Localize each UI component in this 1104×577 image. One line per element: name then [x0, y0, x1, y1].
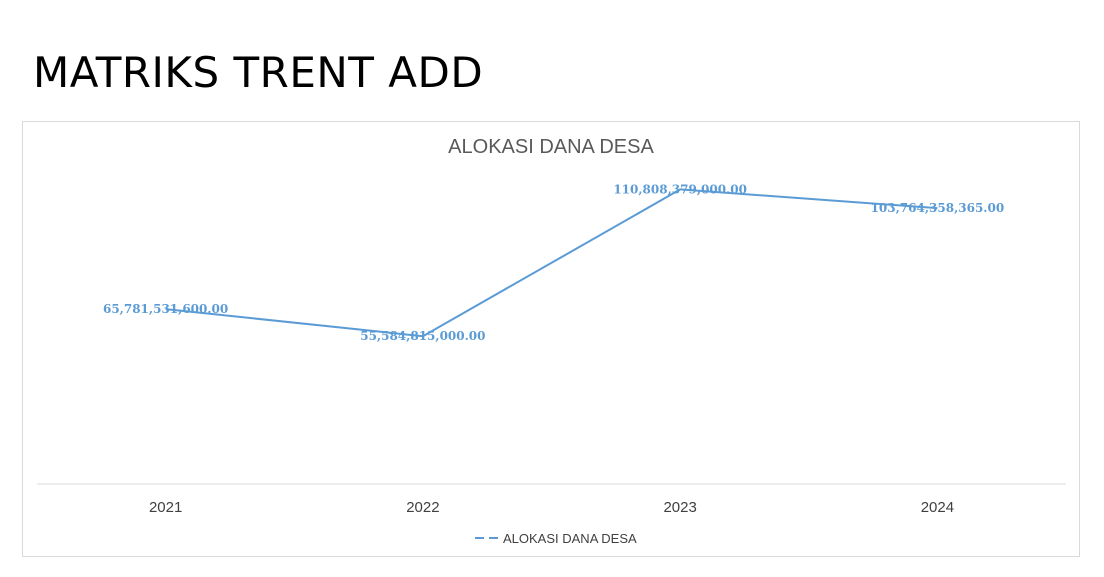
x-tick-label: 2023 [663, 499, 696, 516]
data-label: 103,764,358,365.00 [871, 201, 1005, 215]
data-label: 110,808,379,000.00 [613, 182, 747, 196]
legend-label: ALOKASI DANA DESA [503, 531, 637, 546]
x-tick-labels: 2021 2022 2023 2024 [149, 499, 954, 516]
data-label: 55,584,815,000.00 [360, 329, 485, 343]
data-labels: 65,781,531,600.00 55,584,815,000.00 110,80… [103, 182, 1004, 343]
x-tick-label: 2022 [406, 499, 439, 516]
x-tick-label: 2021 [149, 499, 182, 516]
slide-title: MATRIKS TRENT ADD [33, 48, 484, 97]
legend: ALOKASI DANA DESA [475, 531, 637, 546]
chart-title: ALOKASI DANA DESA [448, 136, 654, 158]
series-line [165, 188, 938, 338]
x-tick-label: 2024 [921, 499, 954, 516]
data-label: 65,781,531,600.00 [103, 302, 228, 316]
